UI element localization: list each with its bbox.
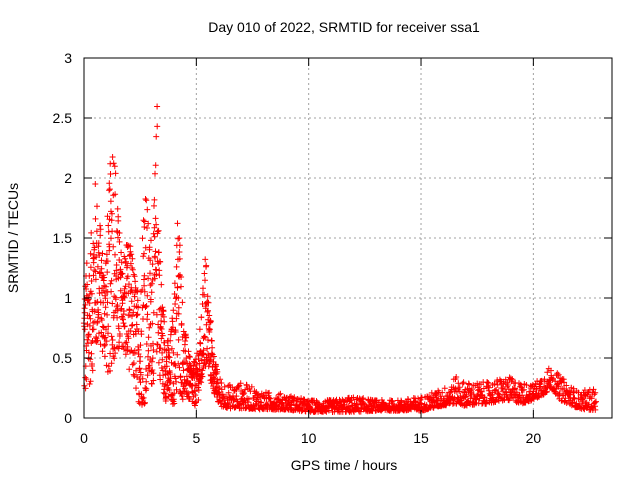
y-tick-label: 2 bbox=[64, 170, 72, 186]
x-tick-label: 15 bbox=[413, 430, 429, 446]
x-tick-label: 0 bbox=[80, 430, 88, 446]
y-axis-label: SRMTID / TECUs bbox=[5, 183, 21, 293]
chart-title: Day 010 of 2022, SRMTID for receiver ssa… bbox=[208, 19, 480, 35]
y-tick-label: 0 bbox=[64, 410, 72, 426]
y-tick-label: 1.5 bbox=[53, 230, 73, 246]
x-tick-label: 20 bbox=[526, 430, 542, 446]
x-axis-label: GPS time / hours bbox=[291, 457, 398, 473]
data-points bbox=[80, 103, 599, 415]
y-tick-label: 0.5 bbox=[53, 350, 73, 366]
x-tick-label: 10 bbox=[301, 430, 317, 446]
plot-frame bbox=[83, 57, 613, 419]
srmtid-point-markers bbox=[80, 103, 599, 415]
x-tick-label: 5 bbox=[192, 430, 200, 446]
y-tick-label: 1 bbox=[64, 290, 72, 306]
y-tick-label: 3 bbox=[64, 50, 72, 66]
grid-lines bbox=[84, 58, 612, 418]
axis-ticks: 0 0.5 1 1.5 2 2.5 3 0 5 10 15 20 bbox=[53, 50, 612, 446]
y-tick-label: 2.5 bbox=[53, 110, 73, 126]
